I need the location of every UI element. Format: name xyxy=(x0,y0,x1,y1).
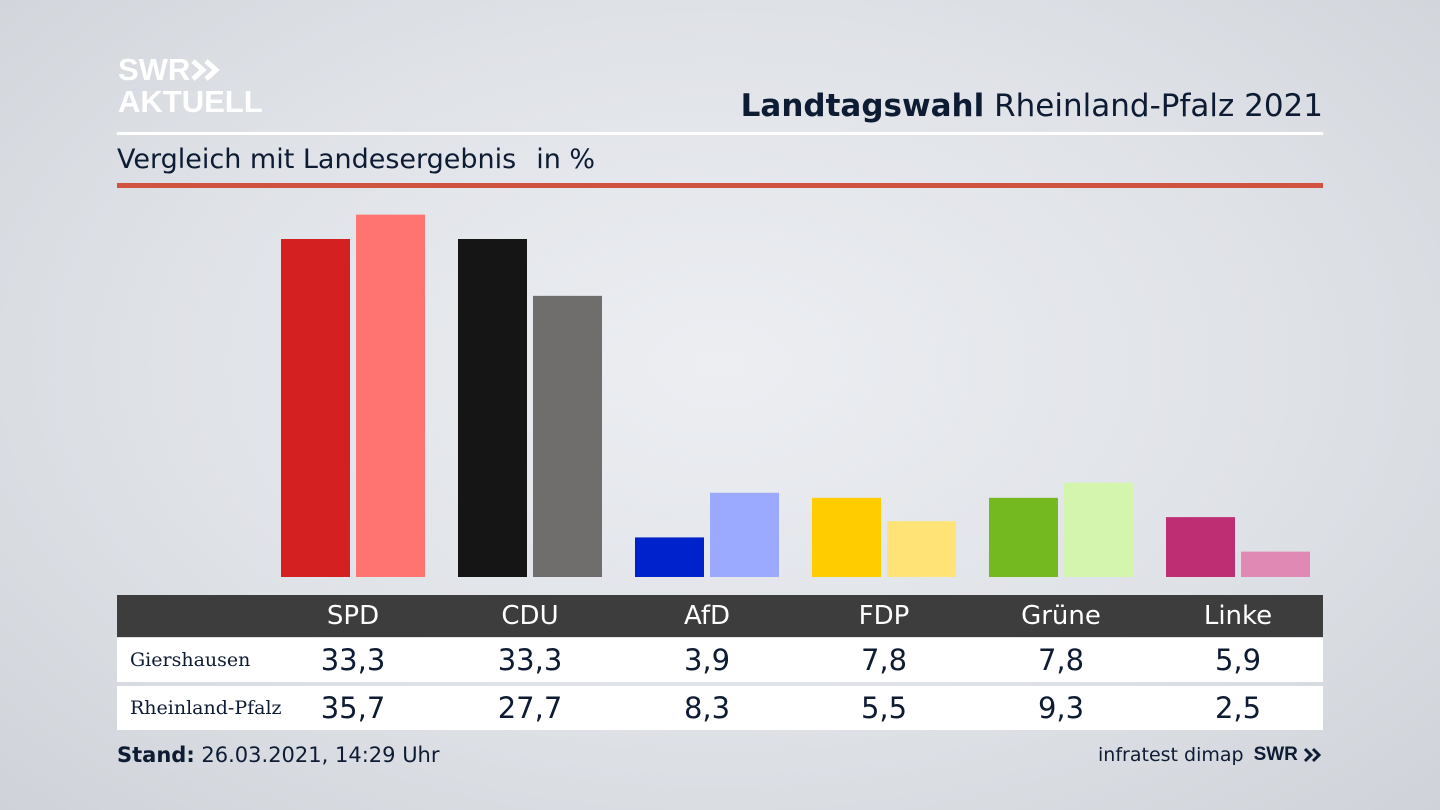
value-cdu-giershausen: 33,3 xyxy=(497,643,563,677)
bar-cdu-rheinland-pfalz xyxy=(533,295,602,577)
title-divider xyxy=(117,132,1323,135)
page-title: Landtagswahl Rheinland-Pfalz 2021 xyxy=(741,84,1323,128)
subtitle-text: Vergleich mit Landesergebnis xyxy=(117,144,517,175)
bar-gr-ne-giershausen xyxy=(989,497,1058,577)
unit-label: in % xyxy=(536,144,596,175)
swr-small-logo: SWR xyxy=(1253,744,1298,765)
bar-fdp-giershausen xyxy=(812,497,881,577)
value-linke-rheinland-pfalz: 2,5 xyxy=(1214,691,1262,725)
bar-spd-giershausen xyxy=(281,239,350,577)
column-header-afd: AfD xyxy=(683,601,731,631)
logo-text-swr: SWR xyxy=(118,52,191,87)
value-spd-giershausen: 33,3 xyxy=(320,643,386,677)
chevrons-small-icon xyxy=(1303,747,1322,763)
column-header-fdp: FDP xyxy=(858,601,910,631)
swr-aktuell-logo: SWR AKTUELL xyxy=(118,54,278,120)
table-row: Rheinland-Pfalz 35,7 27,7 8,3 5,5 9,3 2,5 xyxy=(117,686,1323,730)
row-label-giershausen: Giershausen xyxy=(130,649,251,671)
stand-value: 26.03.2021, 14:29 Uhr xyxy=(201,743,440,767)
bar-cdu-giershausen xyxy=(458,239,527,577)
column-header-spd: SPD xyxy=(326,601,380,631)
column-header-gr-ne: Grüne xyxy=(1021,601,1101,631)
table-header: SPD CDU AfD FDP Grüne Linke xyxy=(117,595,1323,637)
timestamp: Stand: 26.03.2021, 14:29 Uhr xyxy=(117,740,440,770)
column-header-linke: Linke xyxy=(1203,601,1273,631)
bar-linke-rheinland-pfalz xyxy=(1241,551,1310,577)
chart-subtitle: Vergleich mit Landesergebnis in % xyxy=(117,141,595,179)
title-bold: Landtagswahl xyxy=(740,88,985,124)
logo-text-aktuell: AKTUELL xyxy=(118,84,263,119)
value-cdu-rheinland-pfalz: 27,7 xyxy=(497,691,563,725)
value-fdp-rheinland-pfalz: 5,5 xyxy=(860,691,908,725)
accent-divider xyxy=(117,183,1323,188)
table-row: Giershausen 33,3 33,3 3,9 7,8 7,8 5,9 xyxy=(117,638,1323,682)
bar-linke-giershausen xyxy=(1166,517,1235,577)
value-fdp-giershausen: 7,8 xyxy=(860,643,908,677)
bar-fdp-rheinland-pfalz xyxy=(887,521,956,577)
value-gr-ne-giershausen: 7,8 xyxy=(1037,643,1085,677)
value-spd-rheinland-pfalz: 35,7 xyxy=(320,691,386,725)
column-header-cdu: CDU xyxy=(501,601,559,631)
value-gr-ne-rheinland-pfalz: 9,3 xyxy=(1037,691,1085,725)
chevrons-icon xyxy=(191,59,220,81)
bar-gr-ne-rheinland-pfalz xyxy=(1064,482,1133,577)
value-linke-giershausen: 5,9 xyxy=(1214,643,1262,677)
value-afd-rheinland-pfalz: 8,3 xyxy=(683,691,731,725)
value-afd-giershausen: 3,9 xyxy=(683,643,731,677)
source-name: infratest dimap xyxy=(1098,744,1244,766)
source-credit: infratest dimap SWR xyxy=(1098,740,1323,770)
row-label-rheinland-pfalz: Rheinland-Pfalz xyxy=(130,697,282,719)
bar-spd-rheinland-pfalz xyxy=(356,214,425,577)
bar-afd-giershausen xyxy=(635,537,704,577)
title-rest: Rheinland-Pfalz 2021 xyxy=(994,88,1323,124)
bar-afd-rheinland-pfalz xyxy=(710,492,779,577)
stand-label: Stand: xyxy=(117,743,195,767)
